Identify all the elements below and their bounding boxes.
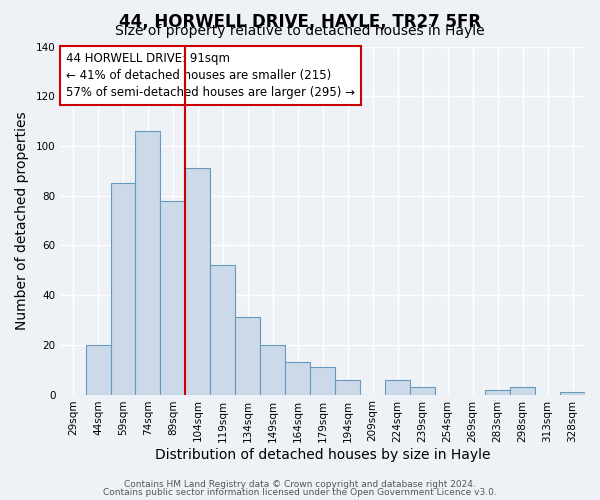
Text: 44, HORWELL DRIVE, HAYLE, TR27 5FR: 44, HORWELL DRIVE, HAYLE, TR27 5FR — [119, 12, 481, 30]
Bar — [185, 168, 211, 394]
Bar — [86, 345, 110, 395]
Bar — [335, 380, 360, 394]
Text: 44 HORWELL DRIVE: 91sqm
← 41% of detached houses are smaller (215)
57% of semi-d: 44 HORWELL DRIVE: 91sqm ← 41% of detache… — [66, 52, 355, 98]
Text: Size of property relative to detached houses in Hayle: Size of property relative to detached ho… — [115, 24, 485, 38]
Text: Contains public sector information licensed under the Open Government Licence v3: Contains public sector information licen… — [103, 488, 497, 497]
Bar — [385, 380, 410, 394]
Bar — [235, 318, 260, 394]
Bar — [560, 392, 585, 394]
Bar — [485, 390, 510, 394]
Bar — [136, 131, 160, 394]
Bar — [410, 387, 435, 394]
Bar — [160, 200, 185, 394]
Bar — [211, 266, 235, 394]
Bar — [510, 387, 535, 394]
Bar — [310, 367, 335, 394]
Bar — [286, 362, 310, 394]
Y-axis label: Number of detached properties: Number of detached properties — [15, 111, 29, 330]
Bar — [260, 345, 286, 395]
Text: Contains HM Land Registry data © Crown copyright and database right 2024.: Contains HM Land Registry data © Crown c… — [124, 480, 476, 489]
Bar — [110, 183, 136, 394]
X-axis label: Distribution of detached houses by size in Hayle: Distribution of detached houses by size … — [155, 448, 491, 462]
